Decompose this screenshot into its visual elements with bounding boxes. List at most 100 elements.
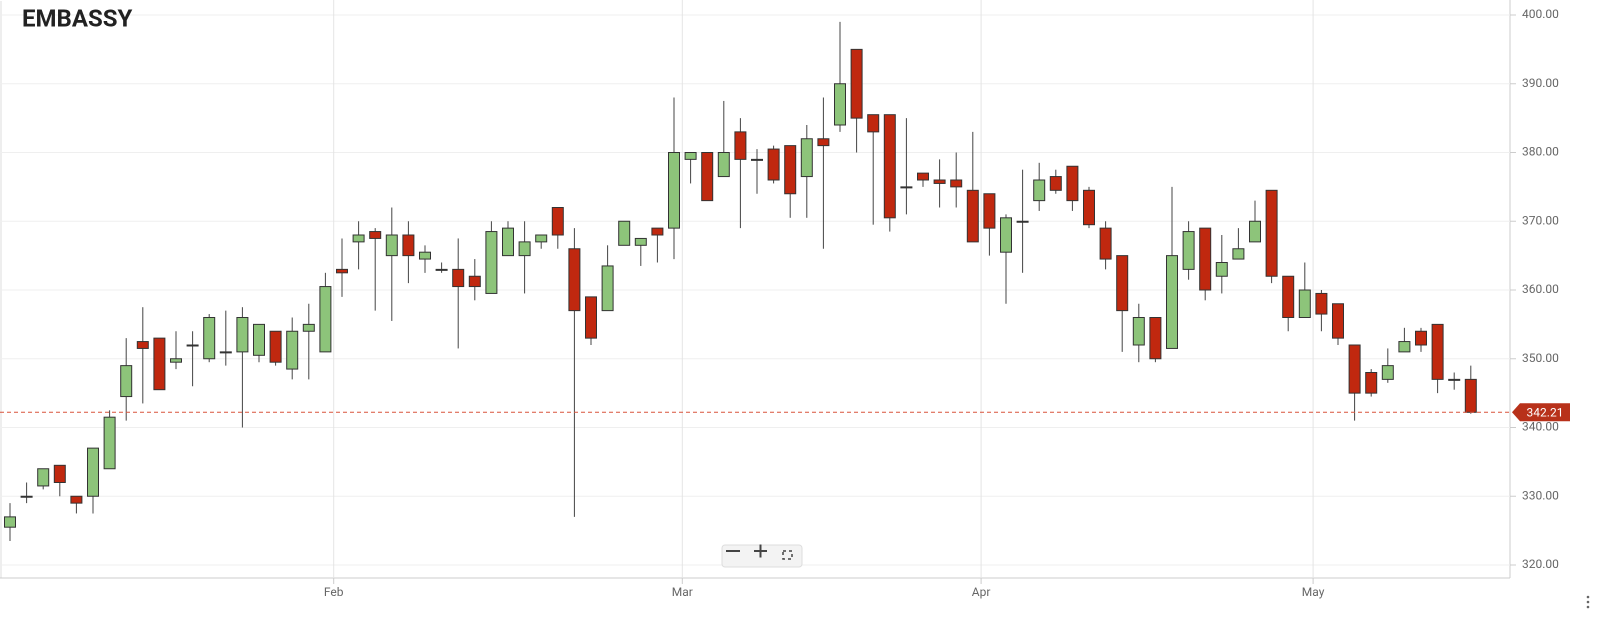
body: [1415, 330, 1427, 346]
zoom-out[interactable]: [726, 550, 740, 552]
body: [1149, 317, 1162, 360]
body: [302, 323, 315, 332]
menu[interactable]: [1586, 595, 1590, 609]
body: [917, 172, 929, 181]
body: [1348, 344, 1361, 394]
body: [1448, 378, 1461, 381]
y-tick-label: 330.00: [1522, 488, 1559, 502]
body: [717, 152, 730, 178]
body: [817, 138, 830, 147]
body: [1049, 176, 1062, 191]
body: [983, 193, 996, 229]
body: [4, 516, 16, 528]
grid: [0, 0, 1510, 578]
last-price-tag: [1512, 403, 1570, 422]
body: [502, 227, 514, 257]
body: [120, 365, 133, 398]
body: [186, 344, 199, 347]
body: [834, 83, 846, 126]
body: [269, 330, 282, 363]
body: [103, 416, 116, 470]
body: [701, 152, 714, 202]
body: [1365, 372, 1378, 394]
body: [1315, 292, 1328, 315]
body: [684, 152, 697, 160]
body: [950, 179, 963, 188]
body: [319, 286, 332, 353]
body: [435, 268, 448, 271]
body: [1464, 378, 1477, 413]
body: [53, 464, 66, 483]
body: [286, 330, 299, 370]
body: [1398, 341, 1411, 353]
body: [452, 268, 465, 288]
body: [1298, 289, 1311, 318]
y-tick-label: 320.00: [1522, 557, 1559, 571]
body: [236, 317, 249, 353]
body: [70, 495, 83, 504]
body: [551, 207, 564, 236]
body: [170, 358, 182, 363]
body: [1215, 262, 1228, 277]
body: [568, 248, 581, 312]
body: [468, 275, 481, 288]
body: [601, 265, 614, 312]
body: [1033, 179, 1046, 202]
body: [153, 337, 166, 391]
body: [87, 447, 99, 497]
body: [751, 158, 763, 161]
body: [1232, 248, 1245, 260]
body: [800, 138, 813, 178]
body: [867, 114, 880, 133]
body: [1099, 227, 1112, 260]
body: [402, 234, 415, 257]
body: [1265, 189, 1278, 277]
menu-dot: [1586, 600, 1590, 604]
body: [1282, 275, 1295, 318]
body: [1332, 303, 1344, 339]
body: [37, 468, 50, 487]
y-tick-label: 380.00: [1522, 145, 1559, 159]
body: [784, 145, 797, 195]
body: [1182, 231, 1195, 270]
y-tick-label: 400.00: [1522, 7, 1559, 21]
body: [1116, 255, 1129, 312]
body: [1431, 323, 1444, 380]
zoom-in-v: [759, 544, 762, 558]
body: [585, 296, 597, 339]
body: [933, 179, 946, 184]
x-tick-label: Apr: [972, 585, 991, 599]
body: [369, 231, 382, 239]
body: [850, 48, 863, 119]
y-tick-label: 360.00: [1522, 282, 1559, 296]
menu-dot: [1586, 605, 1590, 609]
body: [385, 234, 398, 257]
body: [668, 152, 680, 229]
body: [767, 148, 780, 181]
body: [336, 268, 348, 274]
body: [518, 241, 531, 257]
body: [1249, 220, 1261, 243]
body: [253, 323, 265, 356]
x-tick-label: May: [1302, 585, 1325, 599]
body: [20, 495, 33, 498]
body: [219, 351, 232, 354]
zoom-controls[interactable]: [721, 544, 803, 568]
body: [651, 227, 664, 236]
body: [1083, 189, 1095, 226]
body: [1381, 365, 1394, 380]
fullscreen[interactable]: [782, 550, 793, 560]
body: [1066, 165, 1079, 202]
body: [1000, 217, 1012, 253]
body: [634, 237, 647, 246]
body: [1166, 255, 1178, 349]
body: [966, 189, 979, 243]
body: [1016, 220, 1029, 223]
menu-dot: [1586, 595, 1590, 599]
body: [1132, 317, 1145, 346]
body: [352, 234, 365, 243]
chart-title: EMBASSY: [22, 4, 133, 32]
body: [485, 231, 498, 294]
zoom-bar: [721, 544, 803, 568]
